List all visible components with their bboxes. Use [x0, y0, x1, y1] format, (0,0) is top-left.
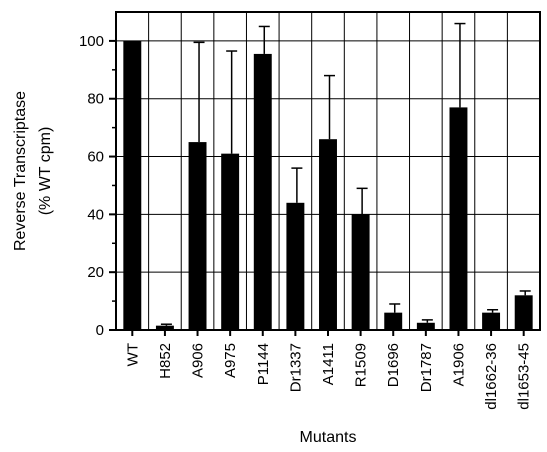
x-tick-label-A1411: A1411 [320, 343, 337, 385]
y-axis-title-line-1: Reverse Transcriptase [12, 91, 29, 251]
bar-Dr1337 [286, 202, 305, 330]
bar-A906 [188, 142, 207, 330]
x-tick-label-D1696: D1696 [385, 343, 402, 387]
bar-Dr1787 [416, 322, 435, 330]
x-tick-label-Dr1787: Dr1787 [418, 343, 435, 392]
bar-dl1662-36 [482, 312, 501, 330]
x-tick-label-A1906: A1906 [450, 343, 467, 386]
x-tick-label-A906: A906 [190, 343, 207, 378]
y-tick-label: 0 [96, 322, 104, 339]
x-tick-label-dl1662-36: dl1662-36 [483, 343, 500, 410]
bar-R1509 [351, 214, 370, 330]
x-tick-label-H852: H852 [157, 343, 174, 379]
y-tick-label: 20 [87, 264, 104, 281]
error-bars [160, 22, 531, 326]
bar-dl1653-45 [514, 295, 533, 330]
bar-A1906 [449, 107, 468, 331]
y-tick-label: 40 [87, 206, 104, 223]
x-tick-label-A975: A975 [222, 343, 239, 378]
bar-A1411 [319, 139, 337, 330]
y-axis-title-line-2: (% WT cpm) [37, 127, 54, 216]
bar-WT [123, 40, 142, 331]
bars [123, 40, 533, 331]
bar-P1144 [253, 53, 272, 330]
grid-lines [116, 12, 540, 331]
x-axis-ticks: WT H852 A906 A975 P1144 Dr1337 A1411 R1509 D1696… [124, 330, 533, 410]
x-tick-label-Dr1337: Dr1337 [287, 343, 304, 392]
x-tick-label-R1509: R1509 [353, 343, 370, 387]
y-tick-label: 100 [79, 33, 104, 50]
y-axis-ticks: 0 20 40 60 80 100 [79, 33, 116, 339]
x-tick-label-dl1653-45: dl1653-45 [516, 343, 533, 410]
x-tick-label-P1144: P1144 [255, 343, 272, 385]
x-tick-label-WT: WT [124, 343, 141, 366]
bar-A975 [221, 153, 240, 330]
y-tick-label: 60 [87, 149, 104, 166]
bar-H852 [155, 325, 174, 330]
bar-D1696 [384, 312, 403, 330]
x-axis-title: Mutants [300, 429, 357, 446]
y-tick-label: 80 [87, 91, 104, 108]
